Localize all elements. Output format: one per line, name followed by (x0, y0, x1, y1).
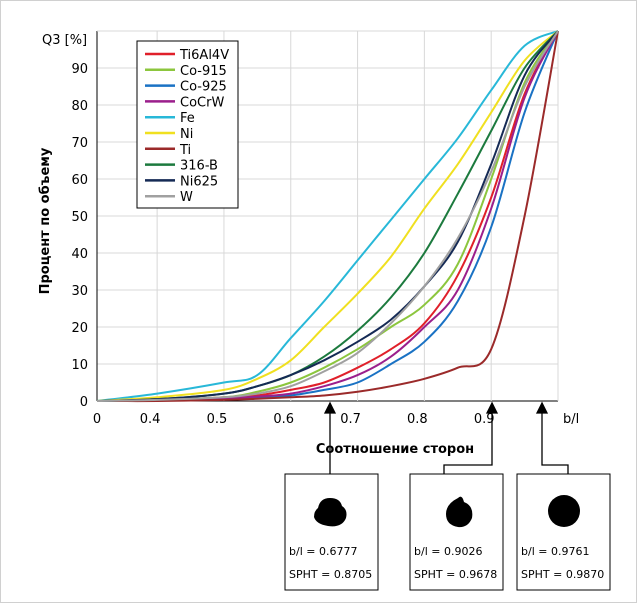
legend-label: Ni625 (180, 174, 218, 189)
legend-label: Ti (179, 143, 191, 158)
legend-label: Ti6Al4V (179, 48, 229, 63)
arrow-head (535, 401, 549, 414)
legend-label: CoCrW (180, 95, 224, 110)
particle-shape (548, 495, 580, 527)
arrow (443, 410, 493, 474)
legend: Ti6Al4VCo-915Co-925CoCrWFeNiTi316-BNi625… (145, 48, 229, 205)
y-tick-label: 40 (71, 247, 88, 262)
legend-label: Ni (180, 127, 193, 142)
y-tick-label: 80 (71, 99, 88, 114)
x-end-label: b/l (563, 412, 579, 427)
series-line (96, 30, 559, 402)
arrow-head (323, 401, 337, 414)
particle-bl: b/l = 0.9761 (521, 545, 589, 558)
y-tick-label: 60 (71, 173, 88, 188)
particle-bl: b/l = 0.9026 (414, 545, 482, 558)
y-unit-label: Q3 [%] (42, 33, 87, 48)
legend-label: 316-B (180, 159, 218, 174)
x-tick-label: 0 (93, 412, 101, 427)
series-line (96, 30, 559, 402)
y-tick-label: 90 (71, 62, 88, 77)
series-line (96, 30, 559, 403)
particle-bl: b/l = 0.6777 (289, 545, 357, 558)
series-line (96, 30, 559, 402)
particle-spht: SPHT = 0.8705 (289, 568, 372, 581)
particle-box (284, 473, 379, 591)
y-tick-label: 70 (71, 136, 88, 151)
legend-label: Fe (180, 111, 195, 126)
y-tick-label: 0 (80, 395, 88, 410)
x-tick-label: 0.8 (407, 412, 428, 427)
series-line (96, 30, 559, 402)
particle-box (516, 473, 611, 591)
y-tick-label: 30 (71, 284, 88, 299)
particle-shape (446, 496, 473, 528)
particle-spht: SPHT = 0.9678 (414, 568, 497, 581)
x-tick-label: 0.4 (140, 412, 161, 427)
particle-spht: SPHT = 0.9870 (521, 568, 604, 581)
x-tick-label: 0.9 (474, 412, 495, 427)
series-line (96, 30, 559, 402)
x-tick-label: 0.6 (273, 412, 294, 427)
arrows (323, 401, 569, 474)
arrow-head (485, 401, 499, 414)
y-tick-label: 10 (71, 358, 88, 373)
x-axis-title: Соотношение сторон (316, 442, 474, 457)
y-tick-label: 20 (71, 321, 88, 336)
x-tick-label: 0.7 (340, 412, 361, 427)
y-tick-label: 50 (71, 210, 88, 225)
x-tick-label: 0.5 (207, 412, 228, 427)
legend-label: Co-915 (180, 64, 227, 79)
arrow (541, 410, 569, 474)
particle-shape (314, 498, 347, 527)
legend-label: Co-925 (180, 80, 227, 95)
lines (96, 30, 559, 403)
legend-label: W (180, 190, 193, 205)
y-axis-title: Процент по объему (38, 147, 53, 294)
particle-box (409, 473, 504, 591)
